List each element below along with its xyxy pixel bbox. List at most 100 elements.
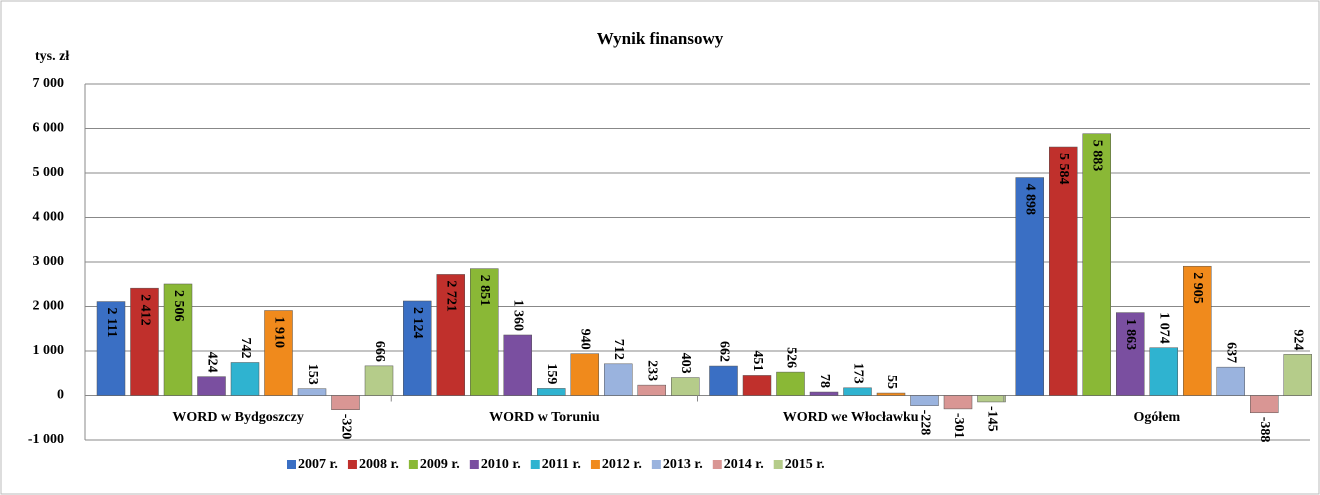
bar bbox=[403, 300, 432, 396]
data-label: 1 360 bbox=[511, 299, 526, 331]
x-tick-label: Ogółem bbox=[1134, 410, 1181, 425]
chart-title: Wynik finansowy bbox=[597, 29, 724, 48]
bar bbox=[96, 301, 126, 396]
legend-label: 2015 r. bbox=[785, 457, 825, 472]
data-label: 403 bbox=[678, 353, 693, 374]
data-label: 637 bbox=[1224, 342, 1239, 363]
legend-swatch bbox=[651, 460, 661, 469]
legend-label: 2009 r. bbox=[420, 457, 460, 472]
legend-swatch bbox=[408, 460, 418, 469]
data-label: -320 bbox=[338, 414, 353, 440]
data-label: 2 111 bbox=[104, 308, 119, 338]
bar bbox=[876, 392, 906, 396]
data-label: 1 074 bbox=[1157, 312, 1172, 344]
bar bbox=[436, 274, 465, 396]
bar bbox=[537, 388, 566, 396]
legend-label: 2007 r. bbox=[298, 457, 338, 472]
bar bbox=[604, 363, 633, 396]
bar bbox=[809, 391, 839, 396]
y-axis-label: tys. zł bbox=[35, 49, 69, 64]
y-tick-label: 1 000 bbox=[33, 343, 65, 358]
bar bbox=[1149, 347, 1178, 396]
y-tick-label: 6 000 bbox=[33, 121, 65, 136]
y-tick-label: 0 bbox=[57, 388, 64, 403]
bar bbox=[1082, 133, 1111, 396]
bar bbox=[977, 395, 1006, 403]
legend-swatch bbox=[590, 460, 600, 469]
data-label: 2 506 bbox=[171, 290, 186, 322]
bar bbox=[364, 365, 394, 396]
data-label: 424 bbox=[204, 352, 219, 373]
bar bbox=[331, 395, 360, 410]
data-label: 159 bbox=[544, 363, 559, 384]
data-label: 5 584 bbox=[1056, 153, 1071, 185]
x-tick-label: WORD w Bydgoszczy bbox=[172, 410, 303, 425]
bar bbox=[1216, 366, 1245, 396]
y-tick-label: -1 000 bbox=[28, 432, 64, 447]
bar bbox=[503, 334, 532, 396]
data-label: 526 bbox=[783, 347, 798, 368]
legend-swatch bbox=[712, 460, 722, 469]
data-label: 2 124 bbox=[410, 307, 425, 339]
data-label: -228 bbox=[917, 410, 932, 436]
data-label: -301 bbox=[951, 413, 966, 439]
data-label: 742 bbox=[238, 337, 253, 358]
data-label: -145 bbox=[984, 406, 999, 432]
legend-label: 2008 r. bbox=[359, 457, 399, 472]
data-label: 2 905 bbox=[1190, 272, 1205, 304]
data-label: 451 bbox=[750, 350, 765, 371]
data-label: 2 412 bbox=[137, 294, 152, 326]
legend-swatch bbox=[773, 460, 783, 469]
data-label: -388 bbox=[1257, 417, 1272, 443]
legend-label: 2014 r. bbox=[724, 457, 764, 472]
legend-label: 2011 r. bbox=[542, 457, 581, 472]
bar bbox=[1283, 354, 1312, 396]
bar bbox=[1116, 312, 1145, 396]
data-label: 4 898 bbox=[1023, 184, 1038, 216]
bar bbox=[197, 376, 226, 396]
data-label: 173 bbox=[850, 363, 865, 384]
legend-swatch bbox=[469, 460, 479, 469]
legend-swatch bbox=[287, 460, 296, 469]
data-label: 78 bbox=[817, 374, 832, 388]
data-label: 940 bbox=[578, 329, 593, 350]
y-tick-label: 3 000 bbox=[33, 254, 65, 269]
bar bbox=[163, 283, 193, 396]
data-label: 924 bbox=[1291, 329, 1306, 350]
data-label: 666 bbox=[372, 341, 387, 362]
data-label: 2 851 bbox=[477, 275, 492, 307]
data-label: 153 bbox=[305, 364, 320, 385]
bar bbox=[264, 310, 293, 396]
bar bbox=[943, 395, 973, 410]
data-label: 712 bbox=[611, 339, 626, 360]
y-tick-label: 5 000 bbox=[33, 165, 65, 180]
bar bbox=[671, 377, 700, 396]
legend-label: 2010 r. bbox=[481, 457, 521, 472]
data-label: 233 bbox=[645, 360, 660, 381]
data-label: 55 bbox=[884, 375, 899, 389]
legend-swatch bbox=[530, 460, 540, 469]
bar bbox=[637, 384, 666, 396]
bar bbox=[843, 387, 872, 396]
bar bbox=[742, 375, 772, 396]
bar bbox=[910, 395, 939, 406]
bar bbox=[570, 353, 599, 396]
bar bbox=[776, 371, 805, 396]
bar bbox=[297, 388, 327, 396]
data-label: 5 883 bbox=[1090, 140, 1105, 172]
data-label: 1 910 bbox=[271, 317, 286, 349]
bar bbox=[709, 365, 738, 396]
bar bbox=[1049, 146, 1078, 396]
data-label: 1 863 bbox=[1123, 319, 1138, 351]
bar bbox=[130, 287, 159, 396]
bar bbox=[1183, 265, 1212, 396]
legend-label: 2012 r. bbox=[602, 457, 642, 472]
bar bbox=[230, 362, 260, 396]
x-tick-label: WORD w Toruniu bbox=[489, 410, 600, 425]
bar bbox=[1015, 177, 1044, 396]
y-tick-label: 2 000 bbox=[33, 299, 65, 314]
y-tick-label: 4 000 bbox=[33, 210, 65, 225]
data-label: 2 721 bbox=[444, 280, 459, 312]
x-tick-label: WORD we Włocławku bbox=[783, 410, 919, 425]
